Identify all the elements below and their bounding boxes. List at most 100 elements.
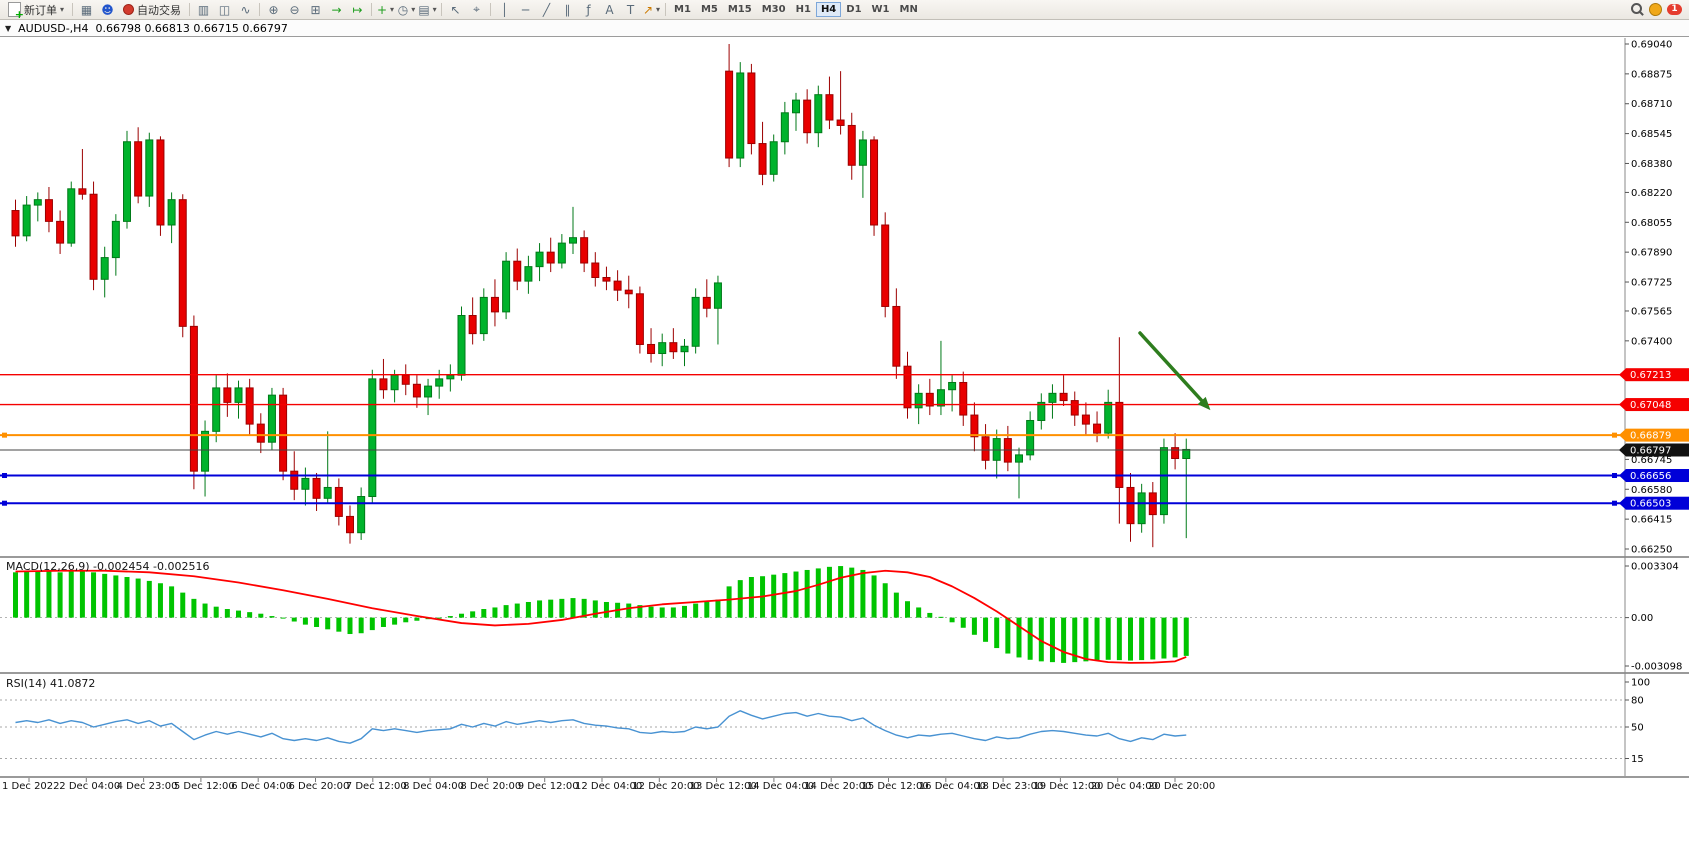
candle-body bbox=[959, 381, 968, 416]
alert-bell-icon[interactable] bbox=[1649, 3, 1662, 16]
arrows-tool-icon[interactable]: ↗ ▾ bbox=[642, 2, 661, 17]
macd-histogram-bar bbox=[180, 592, 186, 618]
macd-histogram-bar bbox=[525, 601, 531, 618]
auto-scroll-icon[interactable]: → bbox=[331, 2, 342, 17]
macd-histogram-bar bbox=[146, 580, 152, 618]
line-handle bbox=[1612, 473, 1617, 479]
candle-body bbox=[490, 296, 499, 313]
timeframe-m30-button[interactable]: M30 bbox=[761, 4, 786, 15]
price-chip-label: 0.67213 bbox=[1630, 370, 1671, 381]
macd-histogram-bar bbox=[280, 617, 286, 619]
price-axis-label: 0.68875 bbox=[1631, 69, 1672, 80]
candle-body bbox=[591, 262, 600, 278]
price-axis-label: 0.67400 bbox=[1631, 336, 1672, 347]
timeframe-m5-button[interactable]: M5 bbox=[700, 4, 718, 15]
candle-body bbox=[814, 94, 823, 134]
macd-histogram-bar bbox=[514, 603, 520, 618]
candle-body bbox=[123, 141, 131, 222]
timeframe-h1-button[interactable]: H1 bbox=[795, 4, 811, 15]
macd-histogram-bar bbox=[603, 601, 609, 618]
time-axis-label: 6 Dec 20:00 bbox=[289, 781, 350, 792]
notification-badge[interactable]: 1 bbox=[1667, 4, 1682, 15]
macd-histogram-bar bbox=[459, 613, 464, 618]
timeframe-h4-button[interactable]: H4 bbox=[815, 2, 842, 17]
vertical-line-tool-icon[interactable]: │ bbox=[500, 2, 509, 17]
candle-body bbox=[312, 477, 321, 499]
search-icon[interactable] bbox=[1631, 3, 1644, 16]
macd-histogram-bar bbox=[670, 607, 676, 618]
candle-body bbox=[401, 374, 410, 385]
time-axis-label: 8 Dec 20:00 bbox=[460, 781, 521, 792]
candle-body bbox=[769, 141, 778, 175]
macd-histogram-bar bbox=[1072, 617, 1078, 663]
candle-body bbox=[44, 199, 53, 222]
candlestick-chart-icon[interactable]: ◫ bbox=[218, 2, 231, 17]
macd-axis-label: -0.003098 bbox=[1631, 662, 1682, 673]
tile-windows-icon[interactable]: ⊞ bbox=[310, 2, 321, 17]
bar-chart-icon[interactable]: ▥ bbox=[197, 2, 210, 17]
macd-histogram-bar bbox=[124, 576, 130, 618]
macd-histogram-bar bbox=[447, 616, 453, 618]
timeframe-m1-button[interactable]: M1 bbox=[674, 4, 691, 15]
candle-body bbox=[134, 141, 143, 197]
macd-histogram-bar bbox=[35, 570, 41, 618]
line-chart-icon[interactable]: ∿ bbox=[240, 2, 251, 17]
candle-body bbox=[535, 251, 544, 268]
timeframe-m15-button[interactable]: M15 bbox=[727, 4, 752, 15]
timeframe-d1-button[interactable]: D1 bbox=[846, 4, 862, 15]
price-axis-label: 0.68380 bbox=[1631, 159, 1672, 170]
macd-histogram-bar bbox=[905, 601, 910, 618]
cursor-icon[interactable]: ↖ bbox=[450, 2, 461, 17]
macd-histogram-bar bbox=[135, 578, 141, 618]
new-order-icon bbox=[8, 2, 24, 21]
periods-clock-icon[interactable]: ◷ ▾ bbox=[397, 2, 416, 17]
macd-histogram-bar bbox=[224, 609, 230, 618]
profile-icon[interactable]: ☻ bbox=[101, 2, 114, 17]
macd-histogram-bar bbox=[1172, 617, 1178, 658]
annotation-arrow[interactable] bbox=[1138, 331, 1211, 411]
zoom-out-icon[interactable]: ⊖ bbox=[289, 2, 300, 17]
candle-body bbox=[100, 257, 109, 280]
timeframe-mn-button[interactable]: MN bbox=[899, 4, 918, 15]
candle-body bbox=[189, 325, 198, 472]
candle-body bbox=[691, 296, 700, 347]
macd-histogram-bar bbox=[1116, 617, 1122, 661]
text-label-tool-icon[interactable]: T bbox=[626, 2, 635, 17]
chevron-down-icon: ▾ bbox=[656, 5, 661, 14]
channel-tool-icon[interactable]: ∥ bbox=[564, 2, 571, 17]
indicators-icon[interactable]: + ▾ bbox=[376, 2, 395, 17]
time-axis-label: 6 Dec 04:00 bbox=[231, 781, 292, 792]
macd-histogram-bar bbox=[302, 617, 308, 625]
price-chips-layer: 0.67213 0.67048 0.66879 0.66656 0.66503 0.667… bbox=[1619, 368, 1689, 510]
candle-body bbox=[379, 378, 388, 391]
macd-histogram-bar bbox=[960, 617, 966, 628]
chart-menu-icon[interactable]: ▼ bbox=[5, 23, 12, 33]
fibonacci-tool-icon[interactable]: ƒ bbox=[586, 2, 591, 17]
chevron-down-icon: ▾ bbox=[390, 5, 395, 14]
time-axis-label: 12 Dec 20:00 bbox=[632, 781, 699, 792]
horizontal-line-tool-icon[interactable]: ─ bbox=[521, 2, 530, 17]
chart-shift-icon[interactable]: ↦ bbox=[352, 2, 363, 17]
auto-trading-button[interactable]: 自动交易 bbox=[118, 0, 186, 20]
auto-trading-icon bbox=[123, 4, 135, 15]
templates-icon[interactable]: ▤ ▾ bbox=[418, 2, 437, 17]
candle-body bbox=[502, 260, 511, 313]
timeframe-w1-button[interactable]: W1 bbox=[871, 4, 890, 15]
zoom-in-icon[interactable]: ⊕ bbox=[268, 2, 279, 17]
level-lines-layer[interactable] bbox=[0, 373, 1622, 506]
macd-histogram-bar bbox=[1150, 617, 1156, 660]
text-tool-icon[interactable]: A bbox=[605, 2, 614, 17]
candle-body bbox=[223, 387, 232, 403]
macd-histogram-bar bbox=[637, 605, 643, 618]
time-axis-label: 20 Dec 20:00 bbox=[1148, 781, 1215, 792]
price-axis-label: 0.66415 bbox=[1631, 515, 1672, 526]
crosshair-icon[interactable]: ⌖ bbox=[473, 2, 480, 16]
candle-body bbox=[557, 242, 566, 264]
trendline-tool-icon[interactable]: ╱ bbox=[542, 2, 551, 17]
new-order-button[interactable]: 新订单 ▾ bbox=[3, 0, 69, 21]
macd-histogram-bar bbox=[91, 572, 97, 618]
time-axis-label: 13 Dec 12:00 bbox=[690, 781, 757, 792]
candle-body bbox=[33, 199, 42, 206]
chart-window-icon[interactable]: ▦ bbox=[80, 2, 93, 17]
